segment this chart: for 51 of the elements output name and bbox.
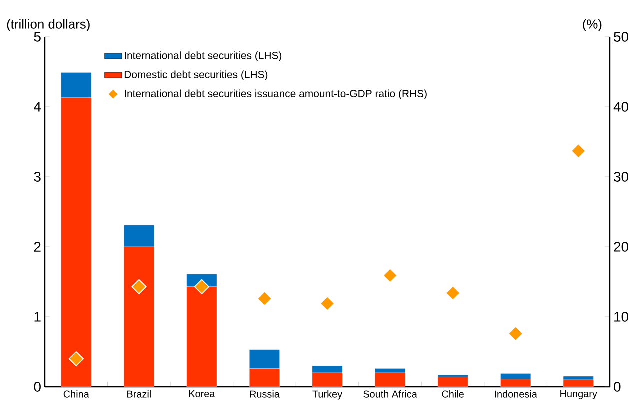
y-axis-title: (trillion dollars) <box>7 19 90 32</box>
point <box>257 291 272 306</box>
bar <box>375 368 406 374</box>
point <box>320 296 336 312</box>
x-tick-label: China <box>64 390 90 398</box>
y-tick-label: 5 <box>34 32 41 42</box>
bar <box>249 368 280 387</box>
point <box>132 279 147 294</box>
point <box>194 279 210 294</box>
bar <box>312 373 343 387</box>
bar <box>61 98 92 387</box>
x-tick-label: Hungary <box>560 390 598 400</box>
bar <box>375 373 406 387</box>
y-tick-label: 0 <box>34 382 41 392</box>
y-tick-label: 1 <box>34 312 41 322</box>
x-tick-label: Brazil <box>128 390 151 398</box>
bar <box>438 377 468 387</box>
bar <box>124 225 154 248</box>
y2-axis-title: (%) <box>583 19 602 32</box>
legend-label: International debt securities issuance amount-to-GDP ratio (RHS) <box>125 90 427 100</box>
legend-label: Domestic debt securities (LHS) <box>124 70 268 80</box>
bar <box>500 379 531 387</box>
bar <box>186 286 218 387</box>
x-tick-label: South Africa <box>364 390 418 398</box>
y2-tick-label: 10 <box>614 312 628 322</box>
y2-tick-label: 30 <box>614 172 628 182</box>
y2-tick-label: 0 <box>614 382 621 392</box>
point <box>508 326 524 342</box>
bar <box>124 246 154 387</box>
x-tick-label: Turkey <box>312 390 343 400</box>
y2-tick-label: 50 <box>614 32 628 42</box>
y2-tick-label: 40 <box>614 102 628 112</box>
x-tick-label: Russia <box>250 390 280 398</box>
bar <box>563 376 594 380</box>
point <box>571 144 586 159</box>
y-tick-label: 4 <box>34 102 42 112</box>
y-tick-label: 3 <box>34 172 41 182</box>
point <box>445 286 461 301</box>
x-tick-label: Korea <box>189 390 216 398</box>
point <box>382 268 398 284</box>
point <box>68 351 84 367</box>
bar <box>61 72 92 98</box>
bar <box>312 366 343 374</box>
bar <box>249 350 280 369</box>
x-tick-label: Indonesia <box>495 390 538 398</box>
legend-label: International debt securities (LHS) <box>125 52 282 62</box>
y-tick-label: 2 <box>34 242 41 252</box>
y2-tick-label: 20 <box>614 242 628 252</box>
bar <box>500 374 532 380</box>
bar <box>563 380 594 387</box>
x-tick-label: Chile <box>442 390 464 398</box>
